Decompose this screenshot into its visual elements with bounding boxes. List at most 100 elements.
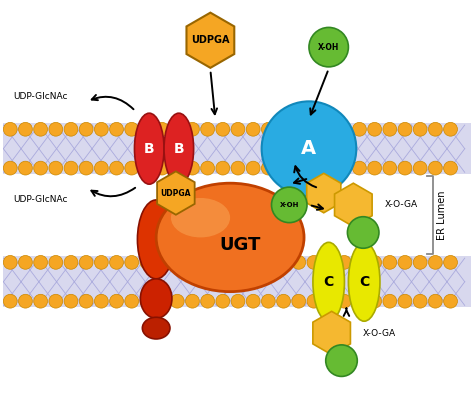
Circle shape [428,255,442,269]
Circle shape [322,122,336,136]
Circle shape [3,161,17,175]
Circle shape [170,122,184,136]
Circle shape [155,161,169,175]
Circle shape [347,217,379,248]
Circle shape [140,122,154,136]
Circle shape [94,122,108,136]
Text: UDP-GlcNAc: UDP-GlcNAc [13,195,68,204]
Circle shape [353,294,366,308]
Circle shape [398,294,412,308]
Text: UDPGA: UDPGA [161,189,191,198]
Circle shape [79,161,93,175]
Circle shape [94,294,108,308]
Ellipse shape [164,113,193,184]
Circle shape [79,294,93,308]
Circle shape [292,255,306,269]
Circle shape [413,161,427,175]
Circle shape [368,255,382,269]
Circle shape [398,161,412,175]
Circle shape [109,294,123,308]
Circle shape [383,255,397,269]
Circle shape [216,161,230,175]
Polygon shape [157,171,195,215]
Circle shape [109,122,123,136]
Circle shape [18,161,32,175]
Circle shape [292,161,306,175]
Circle shape [64,161,78,175]
Text: UDP-GlcNAc: UDP-GlcNAc [13,92,68,101]
Circle shape [413,122,427,136]
Circle shape [64,255,78,269]
Circle shape [155,255,169,269]
Circle shape [34,294,47,308]
Circle shape [353,255,366,269]
Circle shape [262,294,275,308]
Circle shape [170,255,184,269]
Circle shape [64,122,78,136]
Circle shape [79,255,93,269]
Circle shape [216,255,230,269]
Ellipse shape [156,183,304,292]
Polygon shape [186,13,234,68]
Text: UGT: UGT [219,236,261,254]
Circle shape [337,294,351,308]
Circle shape [231,255,245,269]
Text: X-O-GA: X-O-GA [385,200,418,209]
Text: A: A [301,139,317,158]
Circle shape [231,122,245,136]
Circle shape [292,294,306,308]
Circle shape [185,122,200,136]
Circle shape [155,122,169,136]
Ellipse shape [313,242,345,321]
Circle shape [326,345,357,376]
Circle shape [428,122,442,136]
Circle shape [444,255,457,269]
Circle shape [49,161,63,175]
Text: X-OH: X-OH [318,43,339,51]
Circle shape [322,294,336,308]
Circle shape [337,122,351,136]
Circle shape [125,255,138,269]
Circle shape [322,255,336,269]
Circle shape [277,255,291,269]
Circle shape [64,294,78,308]
Circle shape [353,161,366,175]
Circle shape [170,294,184,308]
Circle shape [125,122,138,136]
Text: B: B [173,142,184,156]
Circle shape [246,294,260,308]
Circle shape [307,294,321,308]
Circle shape [79,122,93,136]
Circle shape [246,255,260,269]
Circle shape [277,161,291,175]
Ellipse shape [348,242,380,321]
Circle shape [3,255,17,269]
Circle shape [292,122,306,136]
Circle shape [3,294,17,308]
Circle shape [49,255,63,269]
Circle shape [185,294,200,308]
Circle shape [277,294,291,308]
Circle shape [307,122,321,136]
Text: UDPGA: UDPGA [191,35,229,45]
Circle shape [109,161,123,175]
Text: ER Lumen: ER Lumen [437,191,447,240]
Circle shape [246,161,260,175]
Polygon shape [335,183,372,227]
Circle shape [49,122,63,136]
Circle shape [398,255,412,269]
Circle shape [368,161,382,175]
Text: X-O-GA: X-O-GA [363,329,396,338]
Ellipse shape [137,200,175,279]
Circle shape [34,255,47,269]
Circle shape [368,294,382,308]
Circle shape [201,255,215,269]
Bar [3,256,471,307]
Circle shape [309,28,348,67]
Circle shape [444,294,457,308]
Text: B: B [144,142,155,156]
Circle shape [231,294,245,308]
Circle shape [277,122,291,136]
Circle shape [185,255,200,269]
Circle shape [413,255,427,269]
